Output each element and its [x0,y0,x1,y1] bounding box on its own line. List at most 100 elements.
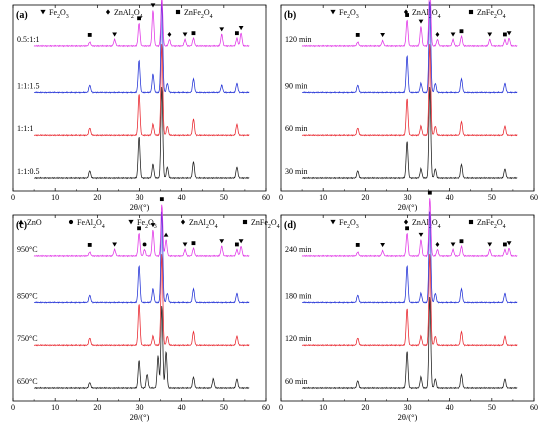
x-tick-label: 10 [319,403,327,412]
phase-marker-down-triangle [487,32,493,37]
legend-label: ZnAl2O4 [114,8,143,20]
legend-marker-square [468,219,474,225]
x-tick-label: 50 [488,403,496,412]
xrd-pattern-red [301,254,518,347]
phase-marker-down-triangle [150,3,156,8]
x-tick-label: 60 [530,193,538,202]
phase-marker-square [191,31,196,36]
x-tick-label: 0 [11,193,15,202]
legend-marker-down-triangle [40,9,46,15]
phase-marker-square [137,226,141,231]
series-label: 120 min [285,334,311,343]
phase-marker-down-triangle [450,242,456,247]
xrd-pattern-black [302,296,518,390]
legend-label: Fe2O3 [339,8,359,20]
phase-marker-down-triangle [450,32,456,37]
legend-marker-square [242,219,248,225]
xrd-pattern-magenta [33,0,250,48]
x-tick-label: 60 [262,403,270,412]
phase-marker-down-triangle [219,27,225,32]
xrd-panel-4: 0 10 20 30 40 50 60 2θ/(°) (d) Fe2O3 ZnAl2O4 ZnFe2O… [279,190,538,422]
panel-label: (a) [16,10,28,21]
panel-label: (c) [16,220,27,231]
x-tick-label: 40 [178,193,186,202]
x-tick-label: 0 [11,403,15,412]
legend-marker-circle [68,219,74,225]
series-label: 180 min [285,291,311,300]
x-tick-label: 20 [361,193,369,202]
x-tick-label: 10 [51,193,59,202]
phase-marker-circle [142,242,147,247]
legend-marker-up-triangle [18,219,24,225]
series-label: 950°C [17,245,38,254]
legend-label: ZnFe2O4 [477,218,506,230]
panel-label: (b) [284,10,296,21]
series-label: 650°C [17,377,38,386]
x-tick-label: 40 [446,193,454,202]
x-axis-title: 2θ/(°) [398,412,418,422]
phase-marker-square [427,190,432,195]
phase-marker-square [87,243,92,247]
x-tick-label: 0 [279,193,283,202]
x-axis-title: 2θ/(°) [130,202,150,212]
x-axis-title: 2θ/(°) [130,412,150,422]
phase-marker-square [405,226,409,231]
x-tick-label: 50 [220,193,228,202]
xrd-pattern-black [34,86,250,180]
legend-marker-diamond [180,219,186,225]
legend-label: Fe2O3 [339,218,359,230]
phase-marker-square [355,243,360,247]
phase-marker-down-triangle [182,32,188,37]
legend-label: ZnFe2O4 [251,218,280,230]
legend-marker-diamond [105,9,111,15]
x-tick-label: 50 [488,193,496,202]
phase-marker-down-triangle [418,232,424,237]
phase-marker-square [502,32,507,37]
phase-marker-square [234,242,239,247]
x-tick-label: 50 [220,403,228,412]
phase-marker-down-triangle [182,242,188,247]
series-label: 1:1:1.5 [17,81,39,90]
xrd-pattern-blue [33,1,250,94]
legend-label: ZnAl2O4 [412,8,441,20]
phase-marker-down-triangle [506,31,512,36]
x-tick-label: 40 [446,403,454,412]
phase-marker-square [459,239,464,244]
phase-marker-square [405,13,409,17]
legend-marker-down-triangle [330,219,336,225]
xrd-pattern-red [301,44,518,137]
legend-marker-down-triangle [330,9,336,15]
phase-marker-square [459,29,464,34]
x-tick-label: 30 [404,193,412,202]
legend-label: ZnFe2O4 [184,8,213,20]
phase-marker-down-triangle [380,33,386,38]
xrd-pattern-red [33,254,250,347]
series-label: 850°C [17,291,38,300]
x-axis-title: 2θ/(°) [398,202,418,212]
xrd-pattern-magenta [33,204,250,258]
xrd-pattern-magenta [301,0,518,48]
phase-marker-square [191,241,196,246]
panel-label: (d) [284,220,296,231]
phase-marker-down-triangle [238,239,244,244]
x-tick-label: 60 [530,403,538,412]
phase-marker-diamond [435,32,440,37]
x-tick-label: 0 [279,403,283,412]
phase-marker-down-triangle [487,242,493,247]
legend-label: ZnFe2O4 [477,8,506,20]
legend-label: Fe2O3 [137,218,157,230]
xrd-panel-1: 0 10 20 30 40 50 60 2θ/(°) (a) Fe2O3 ZnAl2O4 ZnFe2O… [11,0,270,212]
xrd-pattern-blue [33,211,250,304]
phase-marker-square [355,33,360,37]
series-label: 90 min [285,81,307,90]
phase-marker-square [137,16,141,21]
x-tick-label: 10 [51,403,59,412]
series-label: 60 min [285,124,307,133]
phase-marker-down-triangle [418,19,424,24]
phase-marker-square [87,33,92,37]
x-tick-label: 30 [404,403,412,412]
phase-marker-square [502,242,507,247]
x-tick-label: 30 [136,403,144,412]
